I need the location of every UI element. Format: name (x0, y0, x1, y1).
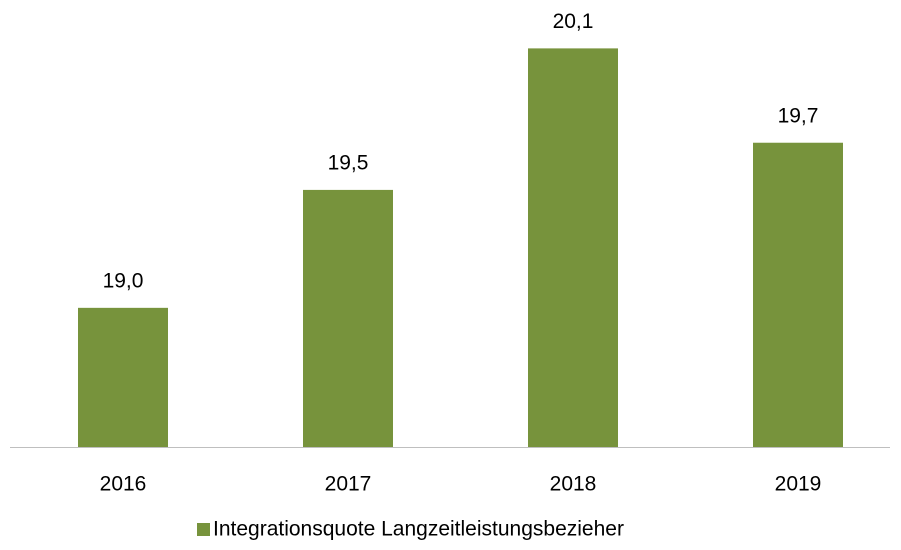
legend-label: Integrationsquote Langzeitleistungsbezie… (213, 518, 624, 541)
data-label: 19,0 (103, 269, 144, 292)
data-label: 19,7 (778, 104, 819, 127)
bar (303, 189, 393, 448)
x-tick-label: 2018 (550, 473, 597, 496)
bar (528, 48, 618, 447)
bar (78, 307, 168, 447)
x-tick-label: 2019 (775, 473, 822, 496)
bar (753, 142, 843, 447)
x-tick-label: 2016 (100, 473, 147, 496)
data-label: 20,1 (553, 10, 594, 33)
x-tick-label: 2017 (325, 473, 372, 496)
data-label: 19,5 (328, 151, 369, 174)
legend-swatch (197, 523, 210, 536)
